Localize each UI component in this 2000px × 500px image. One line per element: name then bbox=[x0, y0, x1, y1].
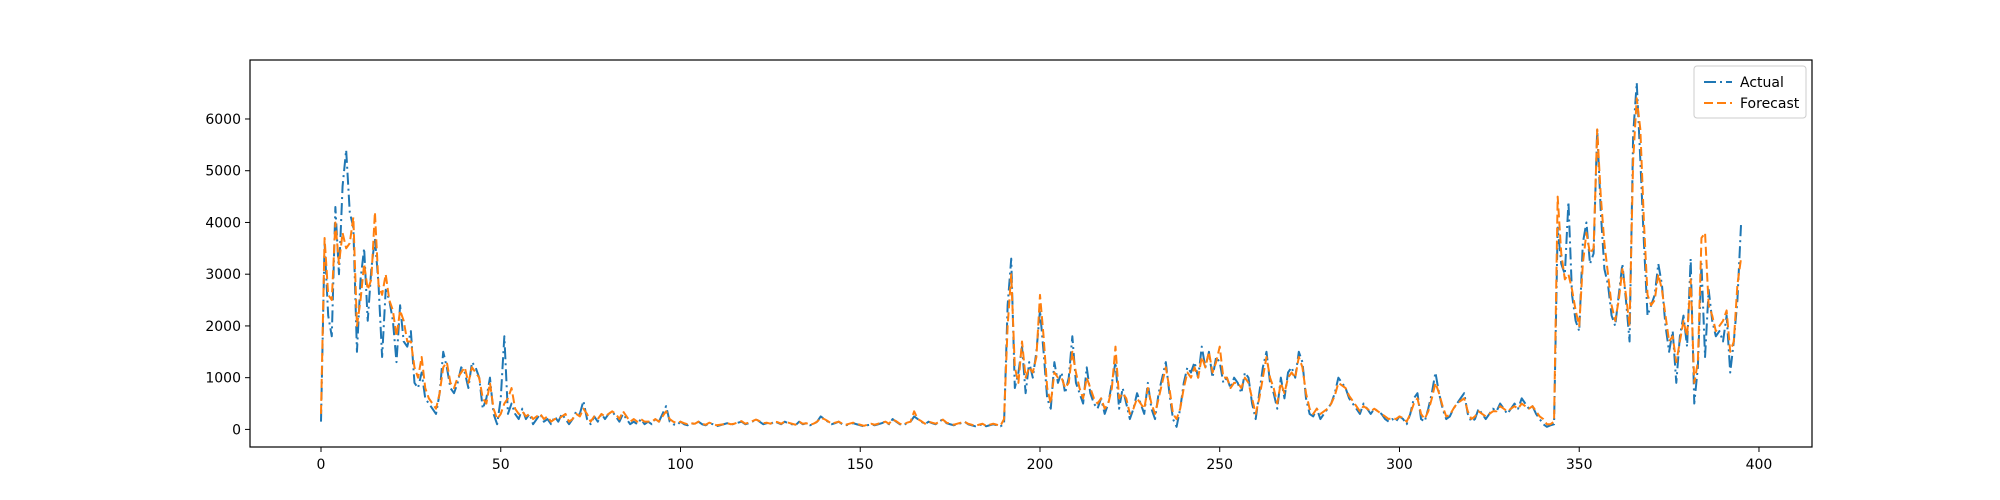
axes-frame bbox=[249, 59, 1813, 448]
y-tick-label: 5000 bbox=[205, 164, 241, 180]
y-tick-label: 6000 bbox=[205, 112, 241, 128]
series-line-actual bbox=[320, 81, 1742, 428]
x-tick-label: 350 bbox=[1566, 457, 1593, 473]
x-tick-label: 150 bbox=[847, 457, 874, 473]
legend-box bbox=[1693, 65, 1807, 119]
series-group bbox=[320, 81, 1742, 428]
x-tick-label: 0 bbox=[317, 457, 326, 473]
y-tick-label: 4000 bbox=[205, 215, 241, 231]
y-tick-label: 2000 bbox=[205, 319, 241, 335]
x-tick-label: 100 bbox=[667, 457, 694, 473]
plot-area bbox=[320, 81, 1742, 428]
legend: Actual Forecast bbox=[1693, 65, 1807, 119]
x-tick-label: 300 bbox=[1386, 457, 1413, 473]
y-tick-label: 0 bbox=[232, 422, 241, 438]
series-line-forecast bbox=[320, 97, 1742, 427]
x-tick-label: 400 bbox=[1746, 457, 1773, 473]
y-tick-label: 3000 bbox=[205, 267, 241, 283]
legend-label-actual: Actual bbox=[1740, 75, 1784, 91]
legend-label-forecast: Forecast bbox=[1740, 96, 1800, 112]
y-tick-label: 1000 bbox=[205, 371, 241, 387]
axes: 0 50 100 150 200 250 300 350 4000100020003000400… bbox=[205, 59, 1813, 473]
x-tick-label: 200 bbox=[1027, 457, 1054, 473]
x-tick-label: 50 bbox=[492, 457, 510, 473]
x-tick-label: 250 bbox=[1206, 457, 1233, 473]
